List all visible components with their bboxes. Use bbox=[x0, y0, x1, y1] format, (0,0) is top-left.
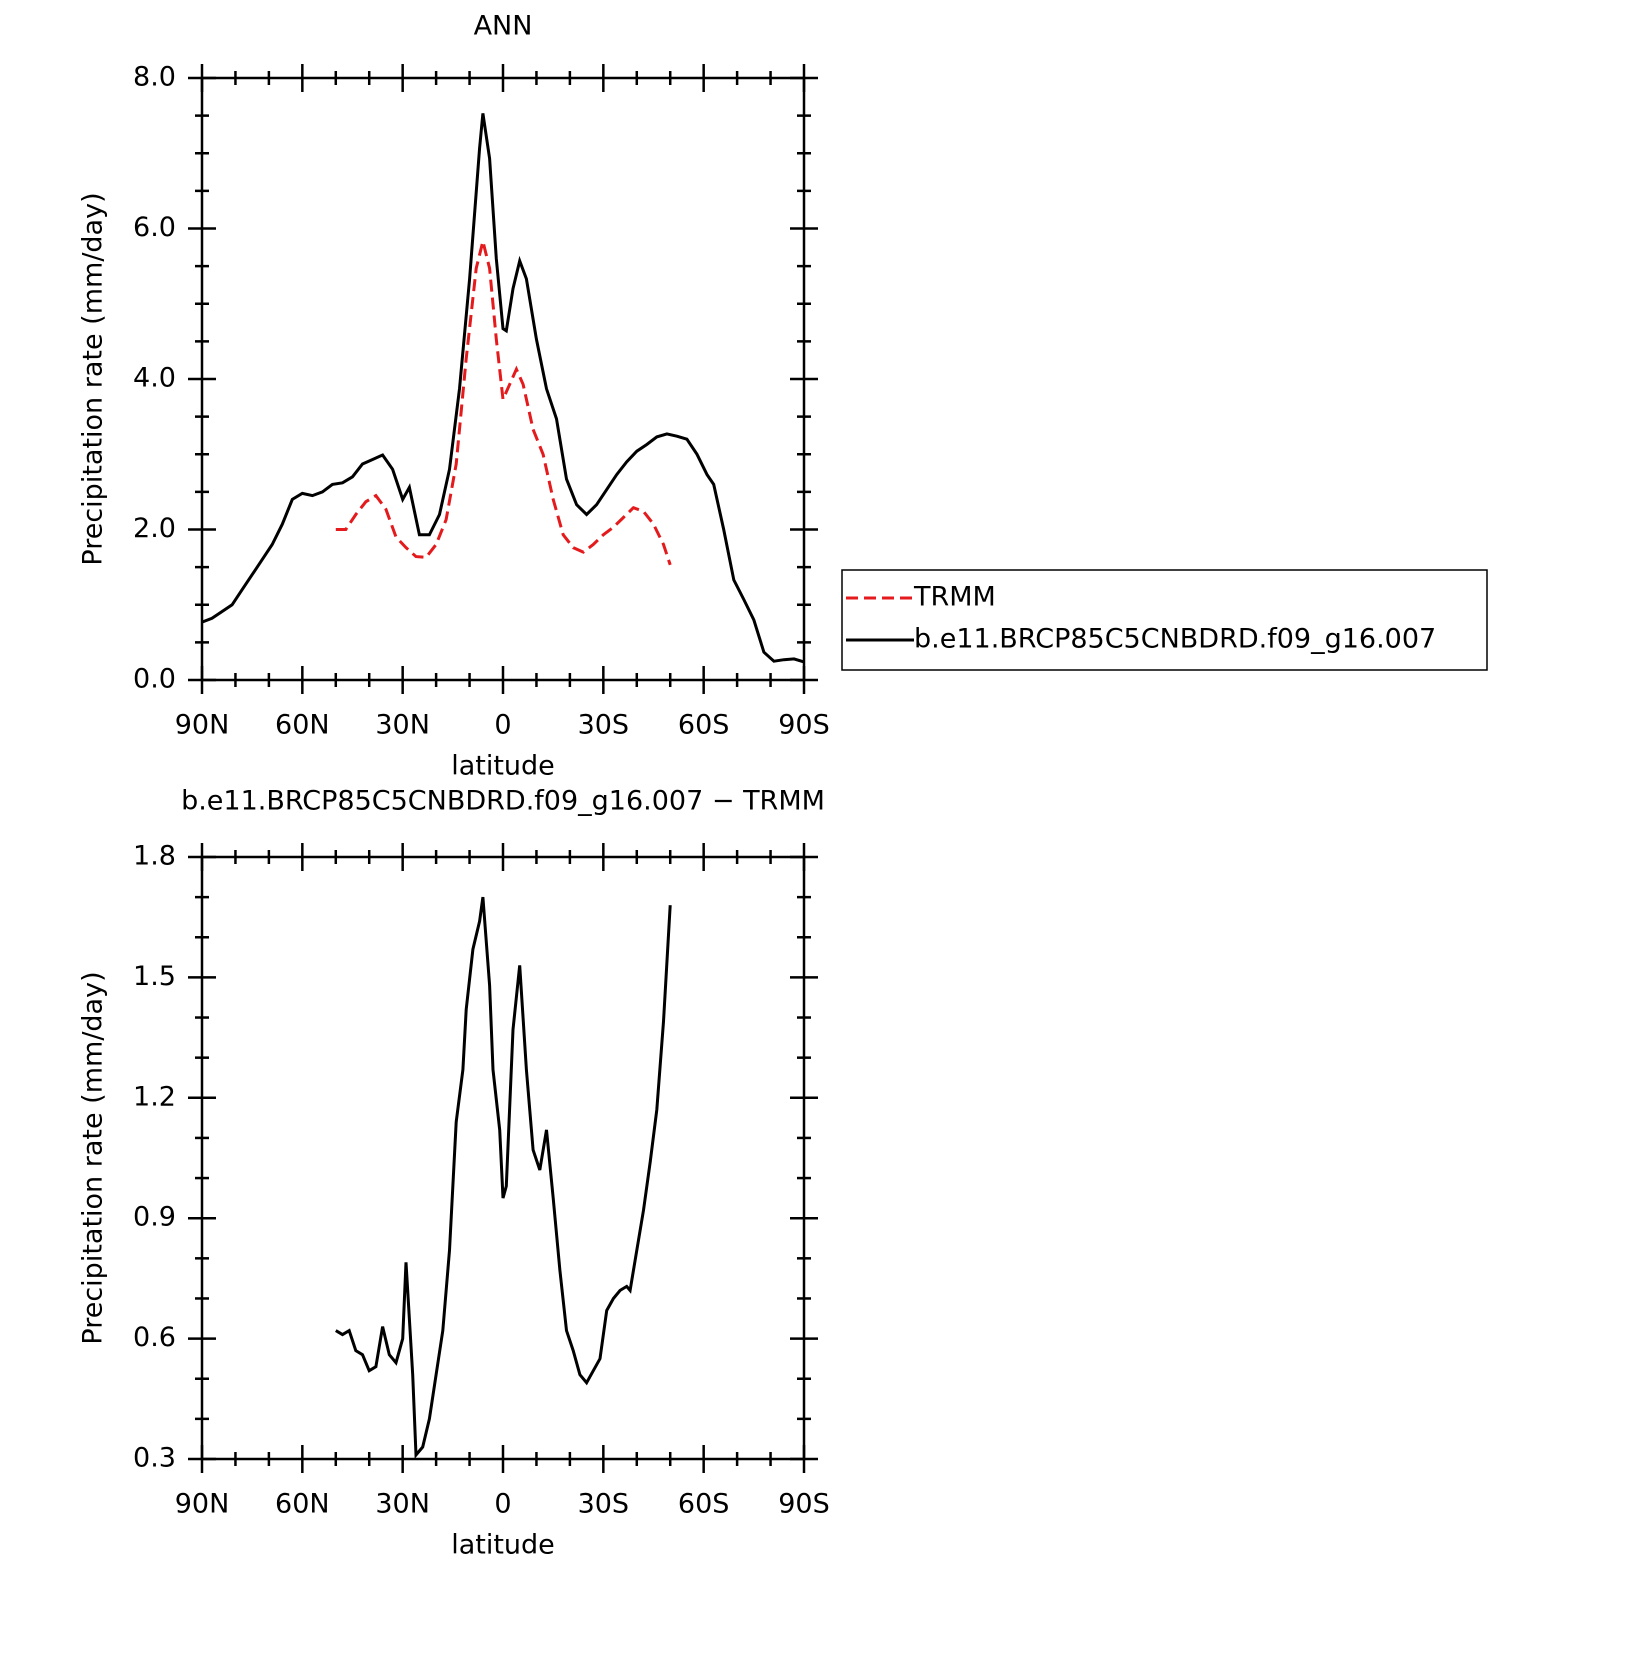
chart-title: b.e11.BRCP85C5CNBDRD.f09_g16.007 − TRMM bbox=[181, 786, 825, 817]
x-tick-label: 60N bbox=[275, 1489, 330, 1520]
data-line bbox=[335, 240, 672, 566]
y-tick-label: 2.0 bbox=[133, 513, 176, 544]
y-tick-label: 4.0 bbox=[133, 363, 176, 394]
x-tick-label: 30S bbox=[578, 1489, 630, 1520]
x-tick-label: 60S bbox=[678, 1489, 730, 1520]
chart-title: ANN bbox=[474, 11, 533, 42]
legend-box bbox=[841, 569, 1488, 671]
x-tick-label: 90S bbox=[778, 1489, 830, 1520]
y-axis-label: Precipitation rate (mm/day) bbox=[78, 192, 109, 565]
x-tick-label: 0 bbox=[494, 710, 511, 741]
data-line bbox=[201, 113, 805, 664]
x-tick-label: 0 bbox=[494, 1489, 511, 1520]
plot-frame bbox=[200, 855, 806, 1461]
y-tick-label: 1.8 bbox=[133, 841, 176, 872]
y-tick-label: 8.0 bbox=[133, 62, 176, 93]
x-tick-label: 90N bbox=[175, 1489, 230, 1520]
x-tick-label: 60S bbox=[678, 710, 730, 741]
y-tick-label: 1.2 bbox=[133, 1081, 176, 1112]
plot-frame bbox=[200, 76, 806, 682]
x-tick-label: 30S bbox=[578, 710, 630, 741]
x-tick-label: 60N bbox=[275, 710, 330, 741]
x-tick-label: 90S bbox=[778, 710, 830, 741]
y-axis-label: Precipitation rate (mm/day) bbox=[78, 971, 109, 1344]
y-tick-label: 0.0 bbox=[133, 664, 176, 695]
y-tick-label: 6.0 bbox=[133, 212, 176, 243]
x-tick-label: 30N bbox=[375, 710, 430, 741]
legend-label: b.e11.BRCP85C5CNBDRD.f09_g16.007 bbox=[914, 624, 1436, 655]
x-axis-label: latitude bbox=[451, 751, 555, 782]
x-tick-label: 90N bbox=[175, 710, 230, 741]
y-tick-label: 0.3 bbox=[133, 1443, 176, 1474]
data-line bbox=[335, 896, 672, 1459]
x-axis-label: latitude bbox=[451, 1530, 555, 1561]
y-tick-label: 1.5 bbox=[133, 961, 176, 992]
y-tick-label: 0.6 bbox=[133, 1322, 176, 1353]
y-tick-label: 0.9 bbox=[133, 1202, 176, 1233]
x-tick-label: 30N bbox=[375, 1489, 430, 1520]
legend-label: TRMM bbox=[913, 582, 996, 613]
